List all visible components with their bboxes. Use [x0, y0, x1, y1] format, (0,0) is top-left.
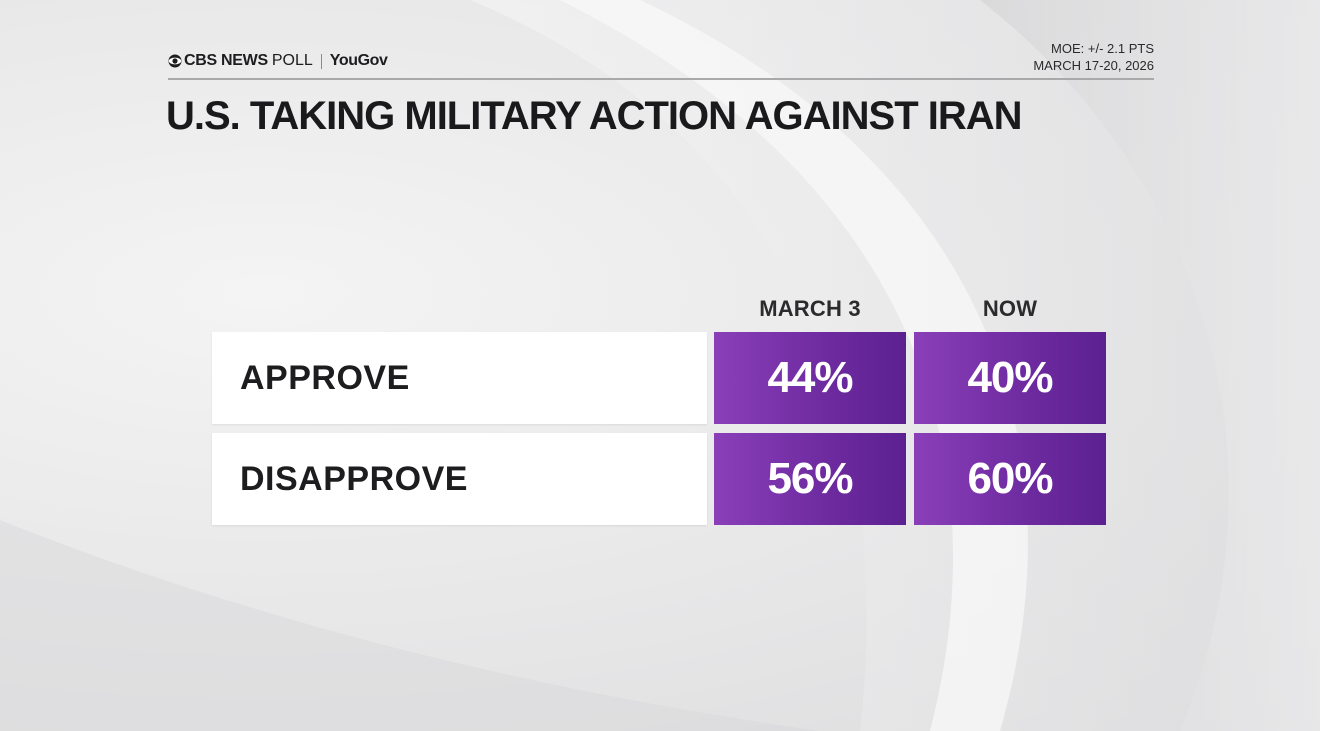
- row-label-text: DISAPPROVE: [240, 460, 468, 498]
- cell-disapprove-now: 60%: [914, 433, 1106, 525]
- row-label-approve: APPROVE: [212, 332, 707, 424]
- cbs-eye-icon: [168, 54, 182, 68]
- poll-dates: MARCH 17-20, 2026: [1033, 58, 1154, 73]
- brand-partner: YouGov: [329, 52, 388, 69]
- cell-value: 40%: [967, 353, 1053, 402]
- brand-poll: POLL: [271, 52, 313, 69]
- cell-disapprove-march-3: 56%: [714, 433, 906, 525]
- cell-value: 56%: [767, 454, 853, 503]
- column-header-now: NOW: [982, 296, 1038, 321]
- row-label-text: APPROVE: [240, 359, 410, 397]
- cell-approve-march-3: 44%: [714, 332, 906, 424]
- cell-approve-now: 40%: [914, 332, 1106, 424]
- brand-logo: CBS NEWS POLL YouGov: [168, 50, 388, 72]
- brand-divider: [320, 53, 322, 69]
- cell-value: 44%: [767, 353, 853, 402]
- poll-meta: MOE: +/- 2.1 PTS MARCH 17-20, 2026: [1033, 40, 1154, 74]
- chart-title: U.S. TAKING MILITARY ACTION AGAINST IRAN: [166, 94, 1023, 138]
- brand-cbs: CBS NEWS: [184, 52, 268, 69]
- column-header-march-3: MARCH 3: [759, 296, 861, 321]
- header-bar: CBS NEWS POLL YouGov MOE: +/- 2.1 PTS MA…: [168, 40, 1154, 80]
- margin-of-error: MOE: +/- 2.1 PTS: [1051, 41, 1154, 56]
- row-label-disapprove: DISAPPROVE: [212, 433, 707, 525]
- cell-value: 60%: [967, 454, 1053, 503]
